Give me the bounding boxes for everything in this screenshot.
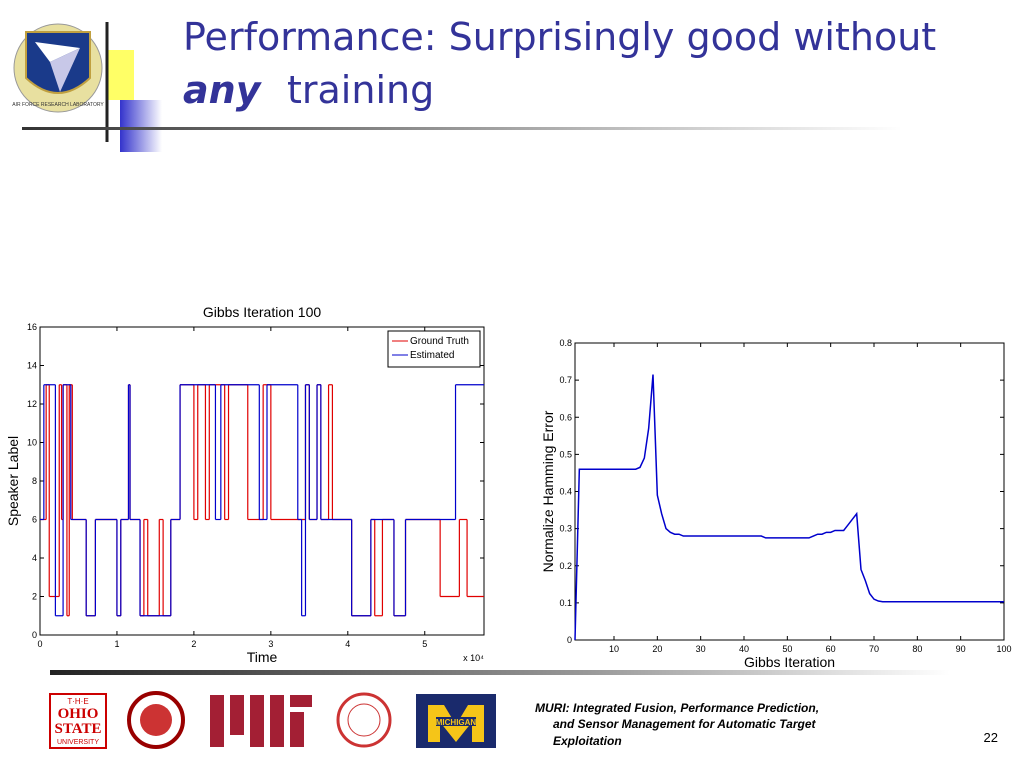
y-tick-label: 0.4 xyxy=(559,487,572,497)
x-axis-label: Time xyxy=(247,649,278,665)
y-tick-label: 12 xyxy=(27,399,37,409)
x-tick-label: 0 xyxy=(37,639,42,649)
y-tick-label: 6 xyxy=(32,515,37,525)
logo-text: STATE xyxy=(55,721,102,737)
y-tick-label: 0.2 xyxy=(559,561,572,571)
logo-text: UNIVERSITY xyxy=(57,739,99,746)
y-axis-label: Normalize Hamming Error xyxy=(540,410,556,572)
logo-text: T·H·E xyxy=(67,697,88,706)
x-tick-label: 70 xyxy=(869,644,879,654)
y-tick-label: 0.6 xyxy=(559,412,572,422)
deco-hline xyxy=(22,127,902,130)
x-tick-label: 90 xyxy=(956,644,966,654)
y-axis-label: Speaker Label xyxy=(5,436,21,526)
y-tick-label: 2 xyxy=(32,592,37,602)
plot-area xyxy=(574,342,1005,641)
x-tick-label: 3 xyxy=(268,639,273,649)
chart-title: Gibbs Iteration 100 xyxy=(203,304,322,320)
logo-text: MICHIGAN xyxy=(436,718,477,727)
footer-text: and Sensor Management for Automatic Targ… xyxy=(553,717,816,731)
y-tick-label: 0 xyxy=(567,635,572,645)
logo-uc xyxy=(336,692,392,748)
footer-text: MURI: Integrated Fusion, Performance Pre… xyxy=(535,701,819,715)
x-tick-label: 20 xyxy=(652,644,662,654)
title-emph: any xyxy=(183,68,263,112)
chart: 0 0.1 0.2 0.3 0.4 0.5 0.6 0.7 0.8 10 20 30 40 50 60 70 8… xyxy=(540,338,1012,670)
legend-box xyxy=(387,330,481,368)
x-tick-label: 100 xyxy=(996,644,1011,654)
y-tick-label: 4 xyxy=(32,553,37,563)
x-multiplier: x 10⁴ xyxy=(463,653,484,663)
plot-area xyxy=(39,326,485,636)
x-tick-label: 1 xyxy=(114,639,119,649)
line xyxy=(574,374,1004,641)
footer-bar xyxy=(50,670,950,675)
deco-yellow xyxy=(108,50,134,100)
deco-blue xyxy=(120,100,162,152)
page-number: 22 xyxy=(984,730,998,745)
x-tick-label: 80 xyxy=(912,644,922,654)
y-tick-label: 0.7 xyxy=(559,375,572,385)
y-tick-label: 0.3 xyxy=(559,524,572,534)
x-tick-label: 60 xyxy=(826,644,836,654)
y-tick-label: 8 xyxy=(32,476,37,486)
footer-text: Exploitation xyxy=(553,734,622,748)
title-rest: training xyxy=(287,68,434,112)
x-tick-label: 10 xyxy=(609,644,619,654)
x-tick-label: 40 xyxy=(739,644,749,654)
legend-label: Estimated xyxy=(410,350,454,361)
y-tick-label: 0.1 xyxy=(559,598,572,608)
logo-fsu xyxy=(127,691,185,749)
y-tick-label: 10 xyxy=(27,438,37,448)
logo-text: OHIO xyxy=(58,706,99,722)
y-tick-label: 0 xyxy=(32,630,37,640)
y-tick-label: 0.8 xyxy=(559,338,572,348)
x-tick-label: 5 xyxy=(422,639,427,649)
legend-label: Ground Truth xyxy=(410,336,469,347)
x-tick-label: 4 xyxy=(345,639,350,649)
x-axis-label: Gibbs Iteration xyxy=(744,654,835,670)
y-tick-label: 0.5 xyxy=(559,449,572,459)
logo-osu: T·H·E OHIO STATE UNIVERSITY xyxy=(49,693,107,749)
logo-mit xyxy=(210,695,312,747)
x-tick-label: 2 xyxy=(191,639,196,649)
seal: AIR FORCE RESEARCH LABORATORY xyxy=(12,23,104,113)
logo-michigan: MICHIGAN xyxy=(416,694,496,748)
x-tick-label: 50 xyxy=(782,644,792,654)
seal-text: AIR FORCE RESEARCH LABORATORY xyxy=(12,102,104,108)
title-line: Performance: Surprisingly good without xyxy=(183,15,936,59)
x-tick-label: 30 xyxy=(696,644,706,654)
y-tick-label: 16 xyxy=(27,322,37,332)
y-tick-label: 14 xyxy=(27,361,37,371)
